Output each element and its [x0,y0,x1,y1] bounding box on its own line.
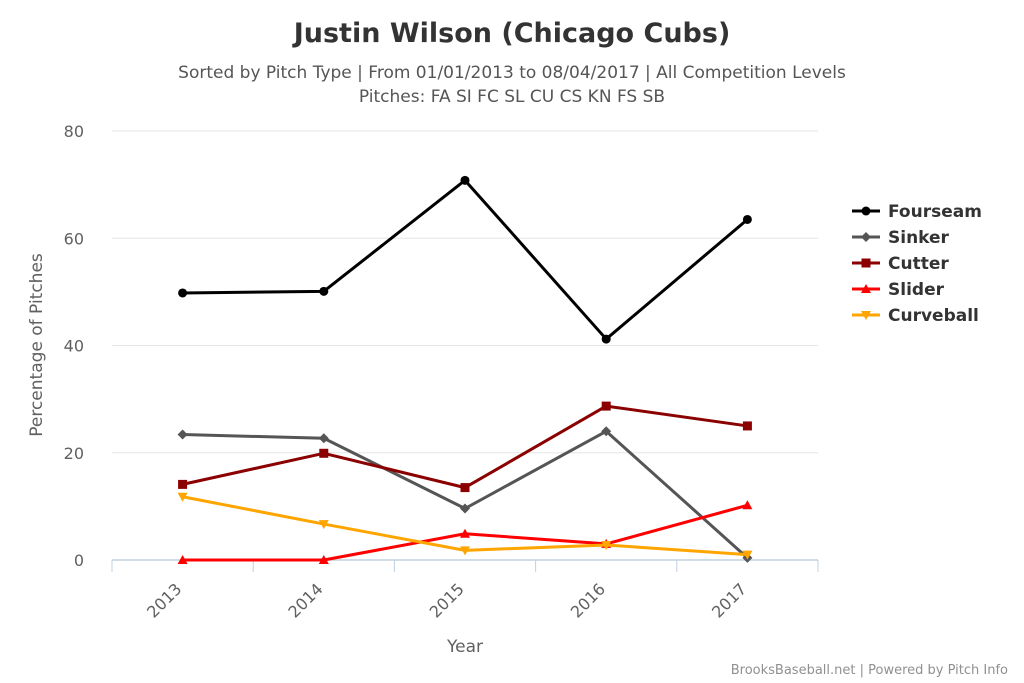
legend-label-fourseam: Fourseam [888,202,982,222]
y-tick-label: 40 [64,337,84,356]
data-point-curveball[interactable] [742,550,753,560]
series-line-fourseam[interactable] [181,178,749,341]
series-fourseam [178,175,752,344]
y-axis-title: Percentage of Pitches [27,253,47,437]
data-point-slider[interactable] [318,555,329,564]
x-tick-label: 2014 [284,579,326,621]
chart-credits[interactable]: BrooksBaseball.net | Powered by Pitch In… [731,663,1008,678]
y-tick-label: 0 [74,551,84,570]
series-sinker [177,426,753,563]
chart-subtitle-line2: Pitches: FA SI FC SL CU CS KN FS SB [359,87,665,107]
data-point-sinker[interactable] [601,426,612,437]
data-point-fourseam[interactable] [601,334,611,344]
data-point-fourseam[interactable] [178,288,188,298]
y-tick-label: 20 [64,444,84,463]
gridlines [112,130,818,454]
legend-label-curveball: Curveball [888,306,979,326]
x-tick-label: 2013 [143,579,185,621]
series-curveball [177,492,753,560]
legend-marker-slider[interactable] [861,284,871,293]
data-point-cutter[interactable] [601,401,611,411]
legend-label-slider: Slider [888,280,945,300]
series-cutter [178,401,752,493]
data-point-curveball[interactable] [460,546,470,556]
legend-marker-fourseam[interactable] [861,206,871,216]
data-point-cutter[interactable] [178,479,188,489]
legend-label-cutter: Cutter [888,254,949,274]
data-point-curveball[interactable] [318,520,329,530]
legend-item-slider[interactable]: Slider [852,280,945,300]
data-point-sinker[interactable] [318,433,329,444]
legend-marker-sinker[interactable] [861,232,871,242]
chart-subtitle-line1: Sorted by Pitch Type | From 01/01/2013 t… [178,63,846,83]
data-point-curveball[interactable] [177,492,188,502]
data-point-fourseam[interactable] [460,175,470,185]
legend-label-sinker: Sinker [888,228,950,248]
data-point-slider[interactable] [742,500,753,510]
data-point-cutter[interactable] [319,448,329,458]
x-tick-label: 2015 [426,579,468,621]
series-line-sinker[interactable] [181,429,749,560]
series-line-cutter[interactable] [181,404,749,490]
data-point-cutter[interactable] [742,421,752,431]
data-point-sinker[interactable] [460,503,470,514]
legend-item-curveball[interactable]: Curveball [852,306,979,326]
data-point-cutter[interactable] [460,483,470,493]
x-tick-label: 2016 [567,579,609,621]
legend-marker-curveball[interactable] [861,311,871,320]
data-point-fourseam[interactable] [319,286,329,296]
data-point-curveball[interactable] [601,540,612,550]
series-group [177,175,753,564]
data-point-sinker[interactable] [177,429,188,440]
y-tick-label: 80 [64,122,84,141]
data-point-slider[interactable] [460,528,470,538]
data-point-slider[interactable] [177,555,188,564]
legend[interactable]: Fourseam Sinker Cutter Slider Curveball [852,202,982,326]
y-tick-label: 60 [64,229,84,248]
x-axis-title: Year [446,637,483,657]
chart-title: Justin Wilson (Chicago Cubs) [292,18,731,49]
legend-marker-cutter[interactable] [861,258,871,268]
legend-item-cutter[interactable]: Cutter [852,254,949,274]
legend-item-sinker[interactable]: Sinker [852,228,950,248]
x-tick-label: 2017 [708,579,750,621]
y-axis: 0 20 40 60 80 [64,122,84,570]
data-point-fourseam[interactable] [742,214,752,224]
legend-item-fourseam[interactable]: Fourseam [852,202,982,222]
x-axis: 2013 2014 2015 2016 2017 [111,559,819,622]
